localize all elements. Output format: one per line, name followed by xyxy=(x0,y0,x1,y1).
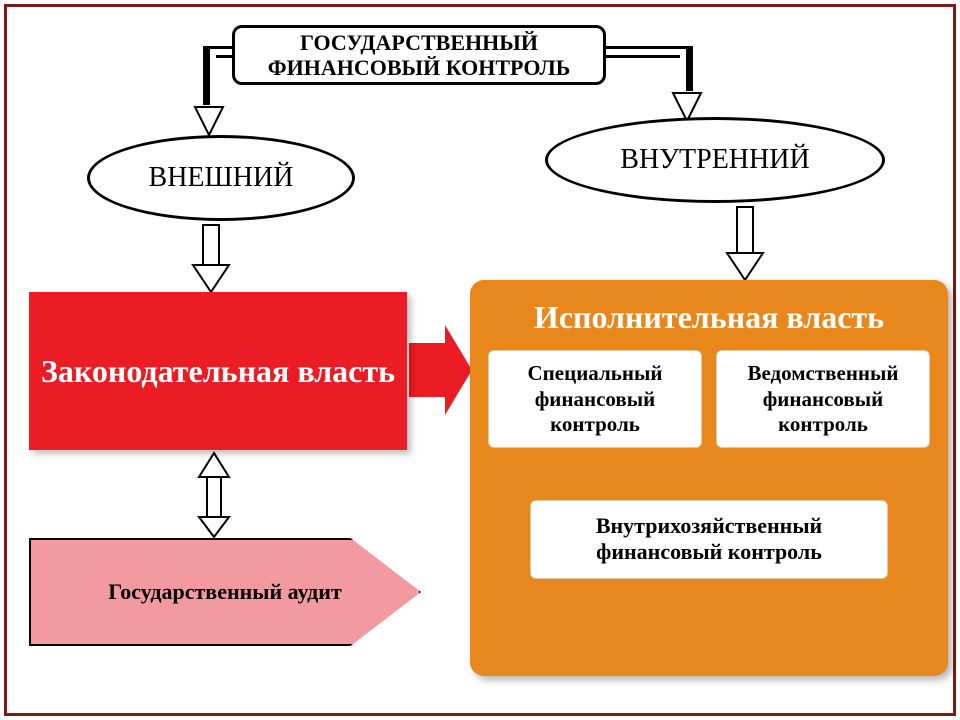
ellipse-internal-label: ВНУТРЕННИЙ xyxy=(620,144,809,176)
diagram-frame: ГОСУДАРСТВЕННЫЙ ФИНАНСОВЫЙ КОНТРОЛЬ ВНЕШ… xyxy=(4,4,956,716)
top-title-box: ГОСУДАРСТВЕННЫЙ ФИНАНСОВЫЙ КОНТРОЛЬ xyxy=(232,25,606,85)
executive-title: Исполнительная власть xyxy=(470,280,948,342)
ellipse-internal: ВНУТРЕННИЙ xyxy=(545,117,885,203)
state-audit-label: Государственный аудит xyxy=(108,579,342,605)
departmental-control-box: Ведомственный финансовый контроль xyxy=(716,350,930,448)
internal-economic-control-box: Внутрихозяйственный финансовый контроль xyxy=(530,500,888,579)
legislative-label: Законодательная власть xyxy=(41,351,395,391)
ellipse-external-label: ВНЕШНИЙ xyxy=(149,162,294,194)
state-audit-box: Государственный аудит xyxy=(29,538,421,646)
executive-inner-row: Специальный финансовый контроль Ведомств… xyxy=(470,342,948,458)
legislative-box: Законодательная власть xyxy=(29,292,407,450)
executive-box: Исполнительная власть Специальный финанс… xyxy=(470,280,948,676)
special-control-box: Специальный финансовый контроль xyxy=(488,350,702,448)
top-title-line2: ФИНАНСОВЫЙ КОНТРОЛЬ xyxy=(268,55,571,80)
top-title-line1: ГОСУДАРСТВЕННЫЙ xyxy=(300,30,538,55)
ellipse-external: ВНЕШНИЙ xyxy=(87,135,355,221)
